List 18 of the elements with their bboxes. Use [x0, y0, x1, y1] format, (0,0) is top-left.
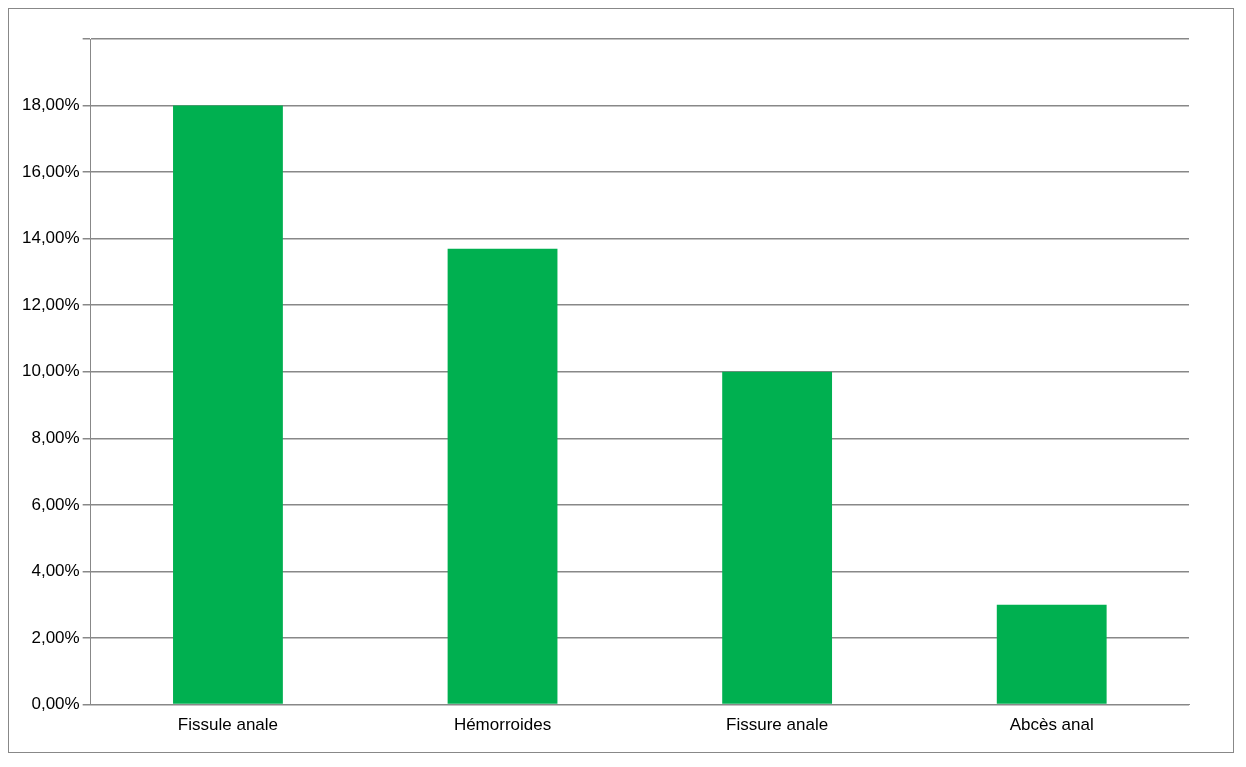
y-tick-label: 12,00% [21, 294, 80, 314]
bar [173, 105, 283, 704]
y-tick-label: 18,00% [21, 95, 80, 115]
bar [996, 604, 1107, 704]
y-tick-label: 6,00% [31, 494, 80, 514]
x-tick-label: Hémorroides [453, 715, 552, 735]
x-tick-label: Fissure anale [726, 715, 829, 735]
bar [722, 371, 833, 704]
y-tick-label: 2,00% [31, 627, 80, 647]
y-tick-label: 0,00% [31, 694, 80, 714]
y-tick-label: 14,00% [21, 228, 80, 248]
y-tick-label: 4,00% [31, 561, 80, 581]
y-tick-label: 8,00% [31, 428, 80, 448]
y-tick-label: 10,00% [21, 361, 80, 381]
x-tick-label: Abcès anal [1009, 715, 1094, 735]
x-tick-label: Fissule anale [177, 715, 279, 735]
bar [447, 248, 558, 704]
y-tick-label: 16,00% [21, 161, 80, 181]
